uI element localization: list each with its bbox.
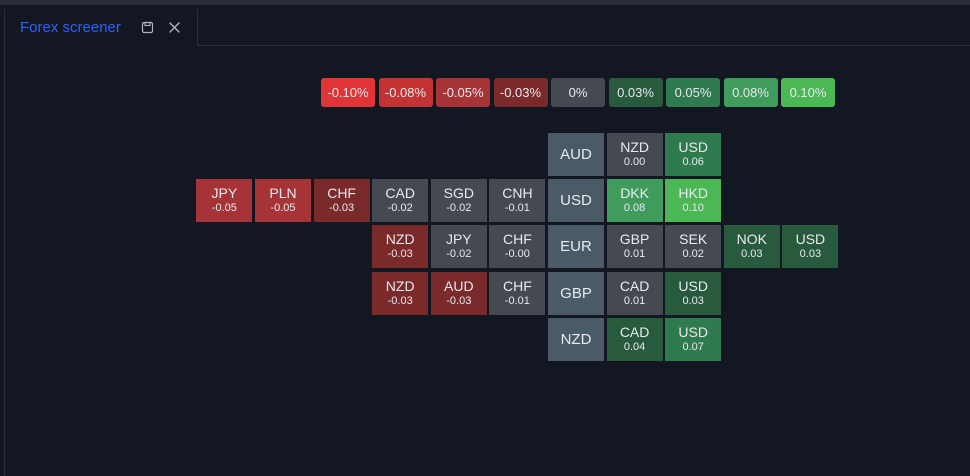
pair-change: 0.06 (682, 156, 704, 168)
pair-symbol: JPY (211, 185, 238, 202)
pair-change: 0.08 (623, 202, 646, 215)
pair-tile[interactable]: SGD -0.02 (430, 179, 487, 223)
legend-swatch: 0% (551, 78, 605, 107)
pair-symbol: CAD (619, 277, 650, 294)
save-icon[interactable] (141, 21, 154, 34)
pair-symbol: HKD (678, 185, 708, 202)
pair-tile[interactable]: HKD 0.10 (665, 179, 722, 223)
top-border (0, 0, 970, 5)
pair-symbol: GBP (619, 231, 650, 248)
pair-change: -0.03 (387, 294, 413, 307)
pair-change: -0.03 (446, 294, 472, 307)
pair-tile[interactable]: CHF -0.03 (313, 179, 370, 223)
pair-change: 0.03 (682, 294, 704, 307)
pair-change: 0.01 (623, 248, 646, 261)
tab-title[interactable]: Forex screener (20, 19, 121, 36)
pair-change: -0.03 (387, 248, 413, 261)
pair-symbol: JPY (445, 231, 472, 248)
pair-tile[interactable]: NZD -0.03 (372, 225, 429, 269)
pair-tile[interactable]: DKK 0.08 (606, 179, 663, 223)
pair-tile[interactable]: AUD -0.03 (430, 271, 487, 315)
pair-change: 0.04 (623, 340, 646, 353)
pair-tile[interactable]: CAD -0.02 (372, 179, 429, 223)
pair-change: 0.00 (623, 156, 646, 168)
pair-symbol: NZD (385, 277, 415, 294)
base-currency: EUR (548, 225, 604, 269)
pair-tile[interactable]: NZD -0.03 (372, 271, 429, 315)
pair-tile[interactable]: GBP 0.01 (606, 225, 663, 269)
base-currency: AUD (548, 133, 604, 176)
pair-tile[interactable]: USD 0.07 (665, 317, 722, 361)
pair-tile[interactable]: CAD 0.01 (606, 271, 663, 315)
legend-swatch: 0.10% (781, 78, 835, 107)
legend-swatch: -0.03% (493, 78, 548, 107)
pair-tile[interactable]: PLN -0.05 (255, 179, 311, 223)
pair-symbol: NOK (736, 231, 767, 248)
pair-change: -0.00 (504, 248, 530, 261)
base-currency: NZD (548, 317, 604, 361)
pair-tile[interactable]: SEK 0.02 (665, 225, 722, 269)
legend-swatch: -0.05% (436, 78, 490, 107)
pair-symbol: CHF (503, 231, 532, 248)
pair-symbol: NZD (385, 231, 415, 248)
pair-change: 0.10 (682, 202, 704, 215)
pair-change: -0.01 (504, 294, 530, 307)
legend-swatch: 0.05% (666, 78, 720, 107)
pair-symbol: CHF (503, 277, 532, 294)
pair-symbol: USD (678, 323, 708, 340)
close-icon[interactable] (168, 21, 181, 34)
pair-change: 0.03 (741, 248, 763, 261)
pair-tile[interactable]: JPY -0.05 (196, 179, 253, 223)
pair-symbol: CAD (619, 323, 650, 340)
pair-symbol: USD (795, 231, 826, 248)
pair-symbol: PLN (269, 185, 297, 202)
pair-change: 0.01 (623, 294, 646, 307)
pair-symbol: CHF (327, 185, 356, 202)
pair-tile[interactable]: USD 0.03 (782, 225, 839, 269)
pair-symbol: SGD (443, 185, 474, 202)
pair-symbol: AUD (444, 277, 474, 294)
pair-tile[interactable]: NOK 0.03 (723, 225, 780, 269)
pair-tile[interactable]: USD 0.06 (665, 133, 722, 176)
pair-tile[interactable]: NZD 0.00 (606, 133, 663, 176)
pair-symbol: CAD (385, 185, 415, 202)
pair-change: -0.05 (270, 202, 296, 215)
tab-forex-screener[interactable]: Forex screener (5, 9, 198, 46)
pair-tile[interactable]: USD 0.03 (665, 271, 722, 315)
legend-swatch: -0.10% (321, 78, 375, 107)
pair-change: 0.07 (682, 340, 704, 353)
legend-swatch: 0.08% (723, 78, 778, 107)
pair-symbol: CNH (502, 185, 533, 202)
pair-change: -0.02 (387, 202, 413, 215)
base-currency: GBP (548, 271, 604, 315)
pair-tile[interactable]: CNH -0.01 (489, 179, 546, 223)
pair-symbol: USD (678, 277, 708, 294)
legend-swatch: 0.03% (608, 78, 663, 107)
pair-tile[interactable]: CAD 0.04 (606, 317, 663, 361)
pair-change: 0.02 (682, 248, 704, 261)
pair-tile[interactable]: JPY -0.02 (430, 225, 487, 269)
pair-change: -0.01 (504, 202, 530, 215)
tab-strip-divider (198, 45, 970, 46)
pair-symbol: NZD (620, 139, 649, 155)
pair-tile[interactable]: CHF -0.00 (489, 225, 546, 269)
pair-tile[interactable]: CHF -0.01 (489, 271, 546, 315)
pair-change: 0.03 (799, 248, 822, 261)
base-currency: USD (548, 179, 604, 223)
legend-swatch: -0.08% (378, 78, 433, 107)
pair-change: -0.02 (446, 202, 472, 215)
panel-left-border (4, 9, 5, 476)
pair-symbol: DKK (620, 185, 649, 202)
pair-symbol: USD (678, 139, 708, 155)
pair-change: -0.02 (446, 248, 472, 261)
pair-symbol: SEK (679, 231, 708, 248)
pair-change: -0.03 (329, 202, 355, 215)
pair-change: -0.05 (211, 202, 237, 215)
